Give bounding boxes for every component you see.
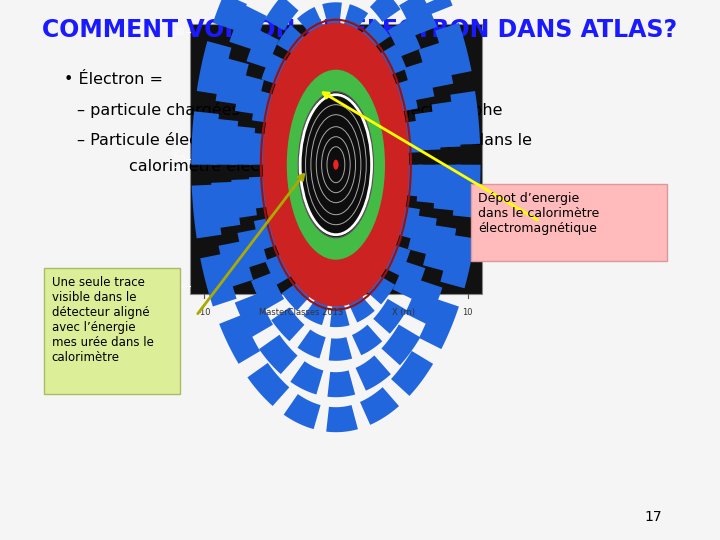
FancyBboxPatch shape [45, 268, 180, 394]
Text: Dépot d’energie
dans le calorimètre
électromagnétique: Dépot d’energie dans le calorimètre élec… [478, 192, 599, 235]
Text: X (m): X (m) [392, 308, 415, 318]
Text: 17: 17 [644, 510, 662, 524]
Text: COMMENT VOIT-ON UN ÉLECTRON DANS ATLAS?: COMMENT VOIT-ON UN ÉLECTRON DANS ATLAS? [42, 18, 678, 42]
Text: – Particule électromagnétique → dépôt d’énergie dans le: – Particule électromagnétique → dépôt d’… [77, 132, 532, 148]
FancyBboxPatch shape [189, 24, 482, 294]
Text: 0: 0 [179, 155, 184, 164]
Ellipse shape [298, 92, 374, 238]
Text: -10: -10 [197, 308, 211, 318]
Text: MasterClasses 2013: MasterClasses 2013 [258, 308, 343, 318]
Text: -10: -10 [171, 282, 184, 291]
Text: Y (m): Y (m) [173, 148, 181, 171]
Ellipse shape [287, 70, 385, 260]
Text: calorimètre électromagnétique: calorimètre électromagnétique [129, 158, 378, 174]
Text: • Électron =: • Électron = [64, 72, 163, 87]
Text: 10: 10 [174, 28, 184, 37]
Ellipse shape [333, 160, 338, 170]
Ellipse shape [263, 23, 409, 307]
Text: Une seule trace
visible dans le
détecteur aligné
avec l’énergie
mes urée dans le: Une seule trace visible dans le détecteu… [52, 276, 153, 364]
Text: 10: 10 [462, 308, 473, 318]
FancyBboxPatch shape [471, 184, 667, 261]
Text: – particule chargées → visible dans le trajectographe: – particule chargées → visible dans le t… [77, 102, 503, 118]
